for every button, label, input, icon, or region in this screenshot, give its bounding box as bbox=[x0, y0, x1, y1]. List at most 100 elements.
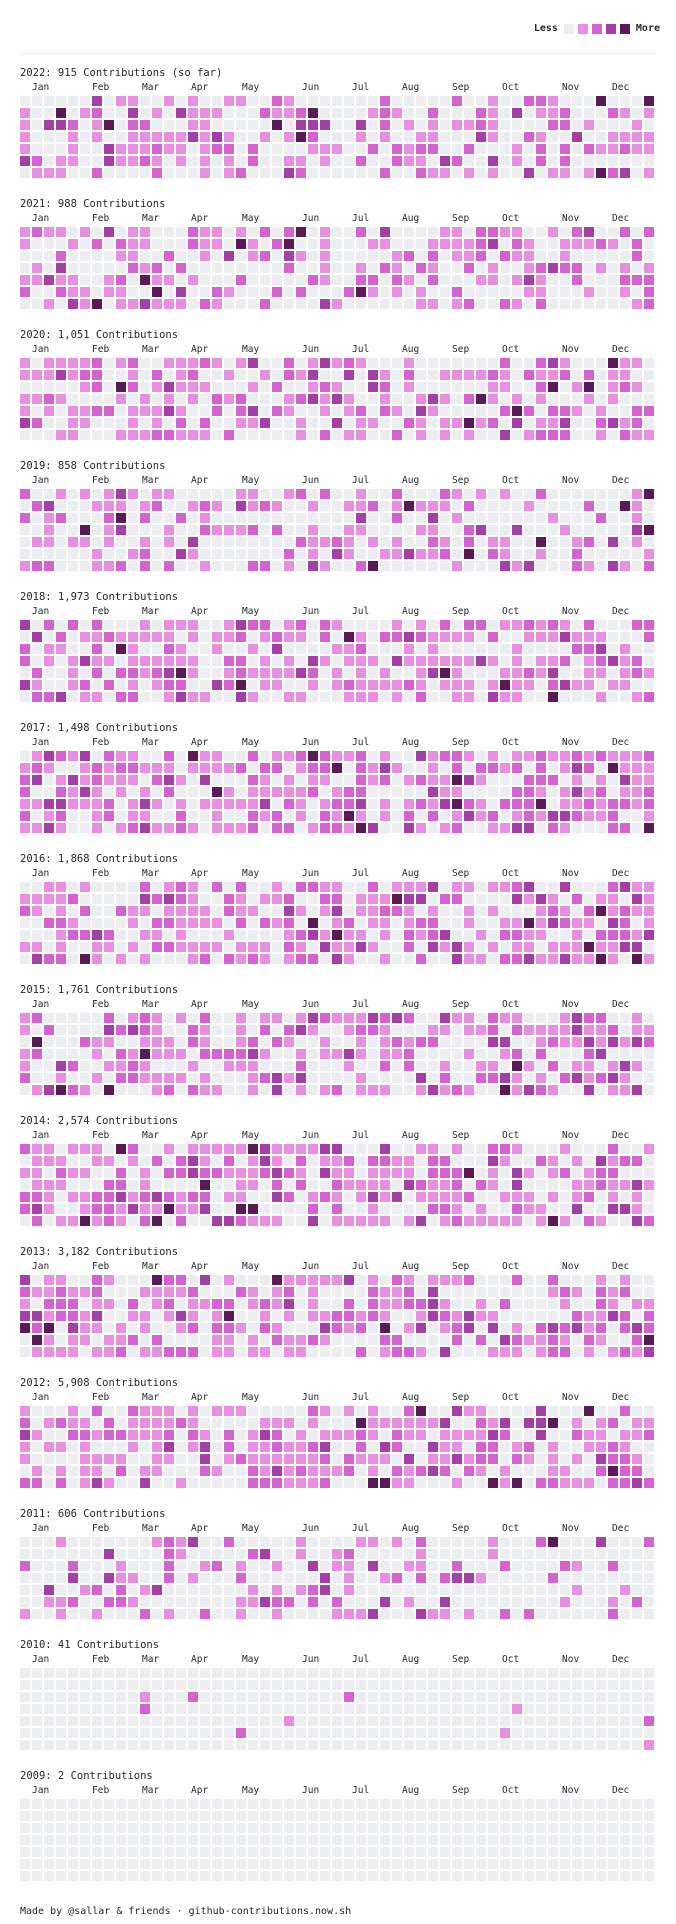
contribution-day[interactable] bbox=[596, 1049, 606, 1059]
contribution-day[interactable] bbox=[188, 1192, 198, 1202]
contribution-day[interactable] bbox=[188, 287, 198, 297]
contribution-day[interactable] bbox=[188, 882, 198, 892]
contribution-day[interactable] bbox=[380, 132, 390, 142]
contribution-day[interactable] bbox=[584, 882, 594, 892]
contribution-day[interactable] bbox=[116, 1549, 126, 1559]
contribution-day[interactable] bbox=[20, 501, 30, 511]
contribution-day[interactable] bbox=[380, 1478, 390, 1488]
contribution-day[interactable] bbox=[512, 1180, 522, 1190]
contribution-day[interactable] bbox=[188, 1561, 198, 1571]
contribution-day[interactable] bbox=[632, 1454, 642, 1464]
contribution-day[interactable] bbox=[56, 656, 66, 666]
contribution-day[interactable] bbox=[260, 1549, 270, 1559]
contribution-day[interactable] bbox=[608, 430, 618, 440]
contribution-day[interactable] bbox=[464, 787, 474, 797]
contribution-day[interactable] bbox=[104, 1442, 114, 1452]
contribution-day[interactable] bbox=[368, 1728, 378, 1738]
contribution-day[interactable] bbox=[392, 275, 402, 285]
contribution-day[interactable] bbox=[212, 1299, 222, 1309]
contribution-day[interactable] bbox=[380, 906, 390, 916]
contribution-day[interactable] bbox=[224, 525, 234, 535]
contribution-day[interactable] bbox=[224, 954, 234, 964]
contribution-day[interactable] bbox=[512, 1740, 522, 1750]
contribution-day[interactable] bbox=[164, 1418, 174, 1428]
contribution-day[interactable] bbox=[452, 1085, 462, 1095]
contribution-day[interactable] bbox=[176, 394, 186, 404]
contribution-day[interactable] bbox=[68, 549, 78, 559]
contribution-day[interactable] bbox=[56, 1180, 66, 1190]
contribution-day[interactable] bbox=[356, 1085, 366, 1095]
contribution-day[interactable] bbox=[488, 1478, 498, 1488]
contribution-day[interactable] bbox=[56, 227, 66, 237]
contribution-day[interactable] bbox=[464, 1216, 474, 1226]
contribution-day[interactable] bbox=[224, 549, 234, 559]
contribution-day[interactable] bbox=[140, 1680, 150, 1690]
contribution-day[interactable] bbox=[152, 370, 162, 380]
contribution-day[interactable] bbox=[332, 668, 342, 678]
contribution-day[interactable] bbox=[644, 1335, 654, 1345]
contribution-day[interactable] bbox=[332, 954, 342, 964]
contribution-day[interactable] bbox=[368, 561, 378, 571]
contribution-day[interactable] bbox=[392, 1049, 402, 1059]
contribution-day[interactable] bbox=[584, 1561, 594, 1571]
contribution-day[interactable] bbox=[164, 1585, 174, 1595]
contribution-day[interactable] bbox=[44, 656, 54, 666]
contribution-day[interactable] bbox=[380, 513, 390, 523]
contribution-day[interactable] bbox=[344, 1311, 354, 1321]
contribution-day[interactable] bbox=[476, 620, 486, 630]
contribution-day[interactable] bbox=[248, 1180, 258, 1190]
contribution-day[interactable] bbox=[236, 1287, 246, 1297]
contribution-day[interactable] bbox=[224, 132, 234, 142]
contribution-day[interactable] bbox=[260, 1716, 270, 1726]
contribution-day[interactable] bbox=[44, 1442, 54, 1452]
contribution-day[interactable] bbox=[344, 1418, 354, 1428]
contribution-day[interactable] bbox=[548, 763, 558, 773]
contribution-day[interactable] bbox=[524, 406, 534, 416]
contribution-day[interactable] bbox=[536, 1085, 546, 1095]
contribution-day[interactable] bbox=[284, 382, 294, 392]
contribution-day[interactable] bbox=[464, 906, 474, 916]
contribution-day[interactable] bbox=[32, 1204, 42, 1214]
contribution-day[interactable] bbox=[188, 1085, 198, 1095]
contribution-day[interactable] bbox=[20, 430, 30, 440]
contribution-day[interactable] bbox=[188, 692, 198, 702]
contribution-day[interactable] bbox=[164, 120, 174, 130]
contribution-day[interactable] bbox=[596, 370, 606, 380]
contribution-day[interactable] bbox=[548, 811, 558, 821]
contribution-day[interactable] bbox=[536, 1037, 546, 1047]
contribution-day[interactable] bbox=[332, 1561, 342, 1571]
contribution-day[interactable] bbox=[500, 823, 510, 833]
contribution-day[interactable] bbox=[128, 656, 138, 666]
contribution-day[interactable] bbox=[440, 168, 450, 178]
contribution-day[interactable] bbox=[260, 1144, 270, 1154]
contribution-day[interactable] bbox=[20, 906, 30, 916]
contribution-day[interactable] bbox=[236, 1549, 246, 1559]
contribution-day[interactable] bbox=[500, 1061, 510, 1071]
contribution-day[interactable] bbox=[608, 1430, 618, 1440]
contribution-day[interactable] bbox=[164, 1049, 174, 1059]
contribution-day[interactable] bbox=[476, 1144, 486, 1154]
contribution-day[interactable] bbox=[500, 549, 510, 559]
contribution-day[interactable] bbox=[620, 1430, 630, 1440]
contribution-day[interactable] bbox=[344, 263, 354, 273]
contribution-day[interactable] bbox=[572, 668, 582, 678]
contribution-day[interactable] bbox=[380, 811, 390, 821]
contribution-day[interactable] bbox=[512, 394, 522, 404]
contribution-day[interactable] bbox=[20, 1406, 30, 1416]
contribution-day[interactable] bbox=[152, 501, 162, 511]
contribution-day[interactable] bbox=[320, 263, 330, 273]
contribution-day[interactable] bbox=[188, 1692, 198, 1702]
contribution-day[interactable] bbox=[476, 954, 486, 964]
contribution-day[interactable] bbox=[416, 1466, 426, 1476]
contribution-day[interactable] bbox=[272, 561, 282, 571]
contribution-day[interactable] bbox=[368, 1454, 378, 1464]
contribution-day[interactable] bbox=[344, 906, 354, 916]
contribution-day[interactable] bbox=[644, 1180, 654, 1190]
contribution-day[interactable] bbox=[356, 227, 366, 237]
contribution-day[interactable] bbox=[260, 680, 270, 690]
contribution-day[interactable] bbox=[464, 763, 474, 773]
contribution-day[interactable] bbox=[212, 1537, 222, 1547]
contribution-day[interactable] bbox=[56, 394, 66, 404]
contribution-day[interactable] bbox=[596, 775, 606, 785]
contribution-day[interactable] bbox=[152, 942, 162, 952]
